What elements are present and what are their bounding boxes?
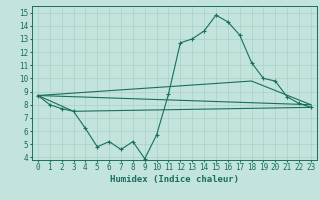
X-axis label: Humidex (Indice chaleur): Humidex (Indice chaleur) [110,175,239,184]
